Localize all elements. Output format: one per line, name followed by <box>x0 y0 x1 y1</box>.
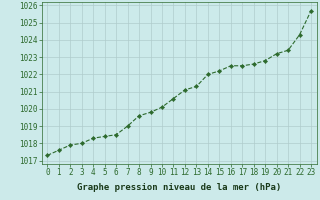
X-axis label: Graphe pression niveau de la mer (hPa): Graphe pression niveau de la mer (hPa) <box>77 183 281 192</box>
